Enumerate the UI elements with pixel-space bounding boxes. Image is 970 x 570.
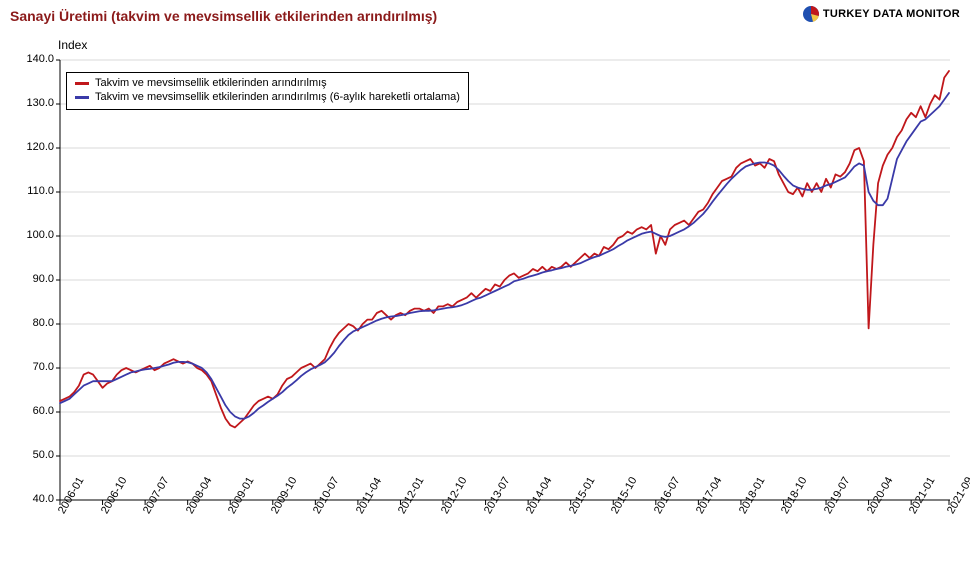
y-tick-label: 140.0 (26, 53, 54, 65)
y-tick-label: 90.0 (33, 273, 54, 285)
legend-swatch (75, 82, 89, 85)
y-tick-label: 100.0 (26, 229, 54, 241)
y-axis-title: Index (58, 38, 87, 52)
legend-label: Takvim ve mevsimsellik etkilerinden arın… (95, 91, 460, 105)
legend-label: Takvim ve mevsimsellik etkilerinden arın… (95, 77, 327, 91)
y-tick-label: 40.0 (33, 493, 54, 505)
y-tick-label: 120.0 (26, 141, 54, 153)
legend-item: Takvim ve mevsimsellik etkilerinden arın… (75, 91, 460, 105)
chart-title: Sanayi Üretimi (takvim ve mevsimsellik e… (10, 8, 437, 24)
y-tick-label: 130.0 (26, 97, 54, 109)
y-tick-label: 60.0 (33, 405, 54, 417)
y-tick-label: 70.0 (33, 361, 54, 373)
brand: TURKEY DATA MONITOR (803, 6, 960, 22)
y-tick-label: 110.0 (27, 185, 54, 197)
brand-text: TURKEY DATA MONITOR (823, 8, 960, 20)
legend-swatch (75, 96, 89, 99)
page: Sanayi Üretimi (takvim ve mevsimsellik e… (0, 0, 970, 570)
brand-pie-icon (803, 6, 819, 22)
y-tick-label: 80.0 (33, 317, 54, 329)
legend: Takvim ve mevsimsellik etkilerinden arın… (66, 72, 469, 110)
y-tick-label: 50.0 (33, 449, 54, 461)
chart-plot (60, 60, 950, 500)
legend-item: Takvim ve mevsimsellik etkilerinden arın… (75, 77, 460, 91)
